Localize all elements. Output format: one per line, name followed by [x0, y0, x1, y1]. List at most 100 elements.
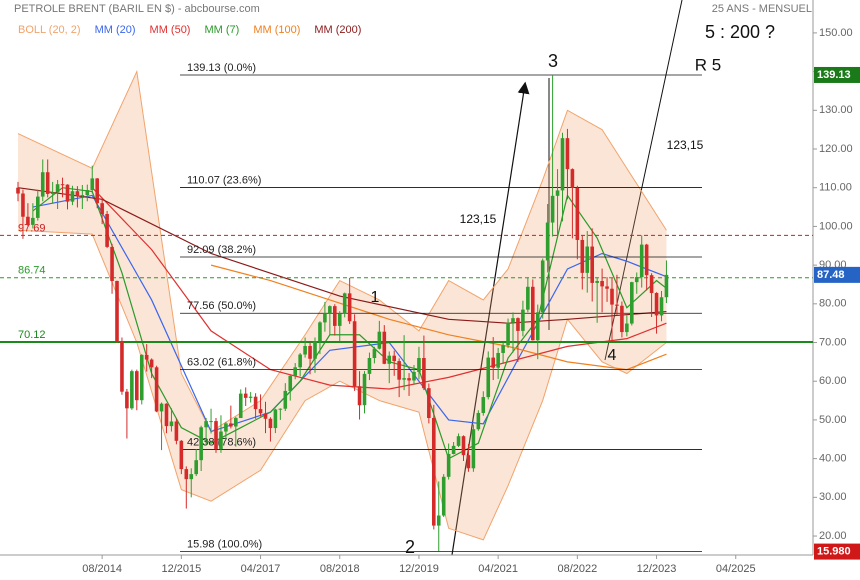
candle-body	[600, 280, 604, 287]
candle-body	[605, 286, 609, 289]
candle-body	[659, 297, 664, 316]
candle-body	[595, 280, 599, 283]
candle-body	[258, 409, 263, 414]
candle-body	[446, 453, 451, 477]
moving-average	[17, 187, 667, 324]
candle-body	[70, 191, 75, 202]
candle-body	[654, 292, 659, 316]
candle-body	[496, 352, 500, 368]
candle-body	[466, 455, 471, 469]
candle-body	[298, 354, 302, 368]
legend-entry: MM (200)	[314, 24, 361, 36]
chart-title: PETROLE BRENT (BARIL EN $) - abcbourse.c…	[14, 3, 260, 15]
candle-body	[184, 469, 189, 480]
candle-body	[135, 371, 139, 401]
candle-body	[253, 396, 258, 410]
candle-body	[194, 460, 198, 475]
candle-body	[407, 378, 411, 381]
legend-entry: BOLL (20, 2)	[18, 24, 81, 36]
candle-body	[347, 293, 352, 322]
candle-body	[144, 354, 149, 360]
candle-body	[248, 396, 253, 398]
x-tick-label: 12/2015	[161, 563, 201, 575]
y-tick-label: 50.00	[819, 414, 847, 426]
y-tick-label: 110.00	[819, 182, 852, 194]
annotation: 5 : 200 ?	[705, 22, 775, 42]
candle-body	[585, 246, 590, 273]
candle-body	[209, 421, 213, 423]
candle-body	[362, 373, 367, 406]
candle-body	[432, 417, 436, 526]
y-tick-label: 130.00	[819, 104, 853, 116]
candle-body	[164, 403, 169, 427]
candle-body	[511, 318, 515, 323]
candle-body	[491, 357, 495, 368]
candle-body	[436, 515, 441, 526]
candle-body	[377, 331, 382, 349]
candle-body	[268, 418, 273, 429]
candle-body	[45, 172, 50, 194]
candle-body	[412, 371, 416, 381]
candle-body	[105, 214, 109, 247]
moving-average	[210, 264, 667, 371]
candle-body	[318, 322, 322, 342]
candle-body	[174, 421, 179, 441]
candle-body	[456, 436, 461, 446]
bollinger-upper	[17, 69, 667, 433]
candle-body	[85, 190, 90, 196]
candle-body	[179, 440, 184, 470]
fibonacci-label: 139.13 (0.0%)	[187, 62, 256, 74]
period-label: 25 ANS - MENSUEL	[712, 3, 812, 15]
x-tick-label: 08/2014	[82, 563, 122, 575]
legend-entry: MM (100)	[253, 24, 300, 36]
price-tag-label: 87.48	[817, 269, 845, 281]
candle-body	[159, 403, 164, 412]
candle-body	[293, 367, 297, 376]
annotation: 123,15	[667, 138, 704, 152]
candle-body	[372, 348, 377, 359]
candle-body	[65, 184, 70, 202]
candle-body	[342, 293, 347, 314]
candle-body	[575, 187, 580, 240]
candle-body	[540, 260, 545, 313]
trend-arrow	[451, 81, 530, 556]
candle-body	[392, 355, 396, 362]
candle-body	[337, 313, 342, 326]
price-tag	[814, 66, 860, 83]
candle-body	[634, 277, 639, 283]
x-tick-label: 04/2025	[716, 563, 756, 575]
y-tick-label: 30.00	[819, 491, 847, 503]
candle-body	[95, 178, 99, 204]
candle-body	[580, 239, 585, 273]
candle-body	[243, 393, 248, 398]
candle-body	[199, 427, 203, 461]
candle-body	[417, 358, 421, 372]
bollinger-lower	[17, 229, 667, 541]
candle-body	[288, 375, 293, 391]
candle-body	[303, 346, 307, 355]
annotation: 2	[405, 537, 415, 557]
candle-body	[234, 417, 238, 427]
y-tick-label: 70.00	[819, 336, 847, 348]
price-tag	[814, 266, 860, 283]
candle-body	[649, 275, 654, 293]
annotation: 4	[608, 347, 617, 364]
candle-body	[273, 409, 278, 429]
candle-body	[238, 393, 243, 418]
candle-body	[610, 288, 614, 305]
candle-body	[471, 429, 476, 469]
price-tag-label: 15.980	[817, 546, 851, 558]
candle-body	[323, 313, 327, 323]
candle-body	[80, 195, 85, 197]
candle-body	[31, 217, 35, 225]
candle-body	[55, 184, 60, 193]
candle-body	[139, 354, 144, 401]
candle-body	[481, 397, 486, 413]
annotation: 3	[548, 51, 558, 71]
candle-body	[644, 244, 649, 276]
candle-body	[219, 431, 223, 449]
candle-body	[461, 436, 466, 456]
